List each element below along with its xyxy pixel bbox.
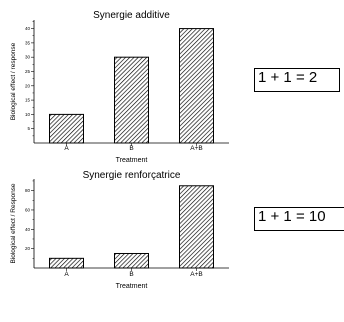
y-tick-label: 40 — [25, 26, 31, 31]
equation-box-additive: 1 + 1 = 2 — [254, 68, 340, 92]
bar-B — [114, 252, 149, 269]
y-tick-label: 60 — [25, 207, 31, 212]
y-axis-label: Biological effect / Response — [10, 183, 17, 263]
y-axis-label: Biological effect / response — [10, 42, 17, 120]
x-axis-label: Treatment — [116, 157, 148, 164]
equation-text-reinforcing: 1 + 1 = 10 — [258, 208, 326, 225]
y-tick-label: 40 — [25, 227, 31, 232]
y-tick-label: 10 — [25, 112, 31, 117]
x-tick-label: A+B — [190, 271, 202, 278]
x-axis-label: Treatment — [116, 283, 148, 290]
y-tick-label: 80 — [25, 188, 31, 193]
bar-A+B — [179, 185, 214, 269]
chart-title: Synergie renforçatrice — [83, 170, 181, 181]
y-tick-label: 15 — [25, 98, 31, 103]
equation-text-additive: 1 + 1 = 2 — [258, 69, 318, 86]
x-tick-label: A+B — [190, 145, 202, 152]
y-tick-label: 30 — [25, 55, 31, 60]
bar-A+B — [179, 28, 214, 144]
y-tick-label: 35 — [25, 40, 31, 45]
bar-A — [49, 257, 84, 269]
equation-box-reinforcing: 1 + 1 = 10 — [254, 207, 344, 231]
y-tick-label: 20 — [25, 83, 31, 88]
x-tick-label: A — [64, 271, 69, 278]
y-tick-label: 20 — [25, 246, 31, 251]
bar-B — [114, 56, 149, 144]
bar-A — [49, 113, 84, 144]
chart-title: Synergie additive — [93, 10, 170, 21]
x-tick-label: B — [129, 145, 133, 152]
y-tick-label: 5 — [27, 126, 30, 131]
x-tick-label: B — [129, 271, 133, 278]
x-tick-label: A — [64, 145, 69, 152]
y-tick-label: 25 — [25, 69, 31, 74]
